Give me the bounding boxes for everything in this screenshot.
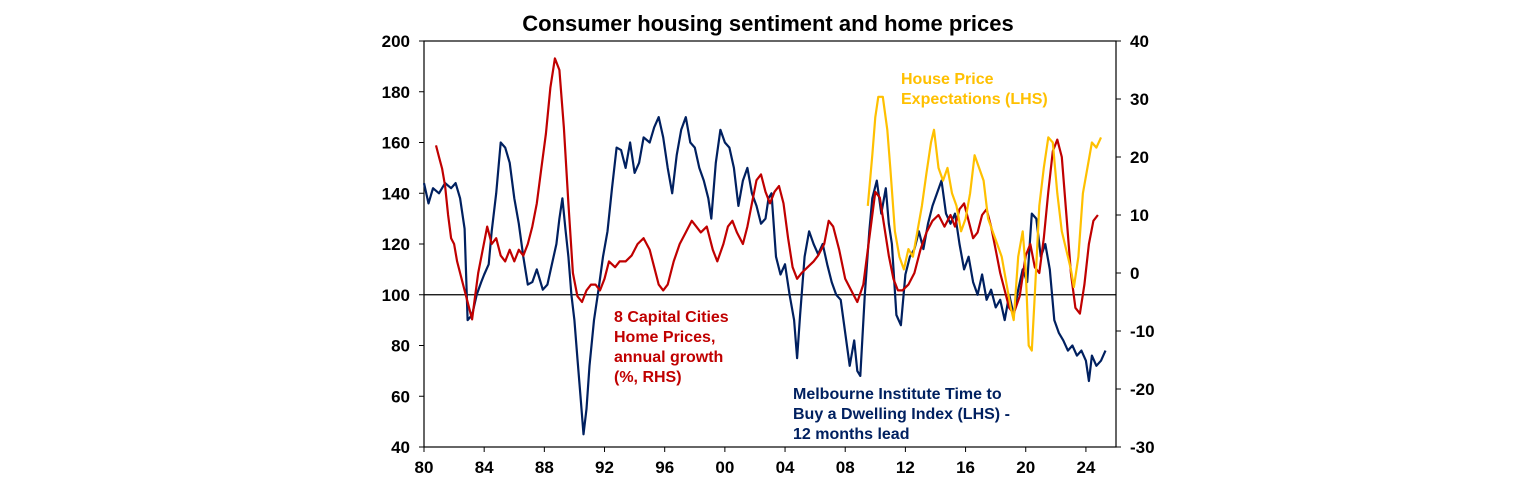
prices-annotation-line: (%, RHS) xyxy=(614,369,682,386)
x-tick-label: 24 xyxy=(1076,458,1095,477)
expectations-annotation-line: Expectations (LHS) xyxy=(901,91,1048,108)
x-tick-label: 04 xyxy=(776,458,795,477)
left-tick-label: 140 xyxy=(382,184,410,203)
x-tick-label: 20 xyxy=(1016,458,1035,477)
x-tick-label: 16 xyxy=(956,458,975,477)
left-tick-label: 160 xyxy=(382,134,410,153)
right-tick-label: 40 xyxy=(1130,32,1149,51)
series-line-expectations xyxy=(866,95,1103,352)
left-tick-label: 180 xyxy=(382,83,410,102)
x-tick-label: 12 xyxy=(896,458,915,477)
melbourne-annotation-line: Buy a Dwelling Index (LHS) - xyxy=(793,406,1010,423)
right-tick-label: -20 xyxy=(1130,380,1155,399)
x-tick-label: 08 xyxy=(836,458,855,477)
right-tick-label: 10 xyxy=(1130,206,1149,225)
x-tick-label: 84 xyxy=(475,458,494,477)
prices-annotation-line: Home Prices, xyxy=(614,329,715,346)
x-tick-label: 92 xyxy=(595,458,614,477)
x-tick-label: 96 xyxy=(655,458,674,477)
right-tick-label: 0 xyxy=(1130,264,1139,283)
prices-annotation: 8 Capital Cities Home Prices, annual gro… xyxy=(614,309,733,386)
left-tick-label: 60 xyxy=(391,387,410,406)
expectations-annotation: House Price Expectations (LHS) xyxy=(901,71,1048,108)
prices-annotation-line: annual growth xyxy=(614,349,723,366)
left-tick-label: 40 xyxy=(391,438,410,457)
left-tick-label: 200 xyxy=(382,32,410,51)
melbourne-annotation: Melbourne Institute Time to Buy a Dwelli… xyxy=(793,386,1014,443)
expectations-annotation-line: House Price xyxy=(901,71,994,88)
series-line-melbourne xyxy=(422,116,1107,436)
left-tick-label: 120 xyxy=(382,235,410,254)
left-tick-label: 100 xyxy=(382,286,410,305)
prices-annotation-line: 8 Capital Cities xyxy=(614,309,729,326)
right-tick-label: 20 xyxy=(1130,148,1149,167)
chart-title: Consumer housing sentiment and home pric… xyxy=(522,11,1013,36)
left-tick-label: 80 xyxy=(391,337,410,356)
right-tick-label: -30 xyxy=(1130,438,1155,457)
x-tick-label: 80 xyxy=(415,458,434,477)
x-tick-label: 88 xyxy=(535,458,554,477)
x-tick-label: 00 xyxy=(715,458,734,477)
melbourne-annotation-line: Melbourne Institute Time to xyxy=(793,386,1002,403)
melbourne-annotation-line: 12 months lead xyxy=(793,426,909,443)
right-tick-label: -10 xyxy=(1130,322,1155,341)
right-tick-label: 30 xyxy=(1130,90,1149,109)
